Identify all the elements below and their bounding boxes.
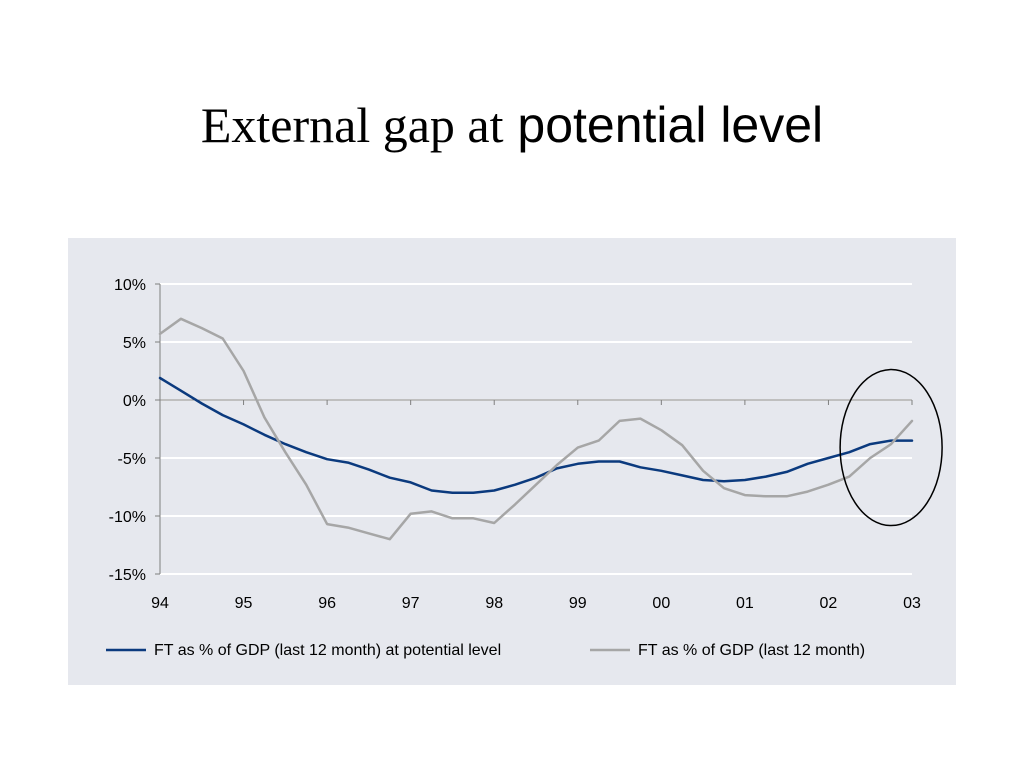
chart-panel: 10% 5% 0% -5% -10% -15% 94 95 96 97 98 99 00 01 02 03 F… — [68, 238, 956, 685]
y-tick-label: -5% — [118, 451, 146, 468]
axis-layer: 10% 5% 0% -5% -10% -15% 94 95 96 97 98 99 00 01 02 03 — [109, 277, 921, 612]
x-tick-label: 03 — [903, 595, 921, 612]
highlight-ellipse — [839, 368, 943, 527]
x-tick-label: 00 — [652, 595, 670, 612]
y-tick-label: 0% — [123, 393, 146, 410]
x-tick-label: 96 — [318, 595, 336, 612]
legend-label-2: FT as % of GDP (last 12 month) — [638, 642, 865, 659]
x-tick-label: 02 — [820, 595, 838, 612]
legend-label-1: FT as % of GDP (last 12 month) at potent… — [154, 642, 501, 659]
x-tick-label: 94 — [151, 595, 169, 612]
slide-title: External gap at potential level — [0, 98, 1024, 153]
series-line-1 — [158, 376, 914, 495]
annotation-layer — [839, 368, 943, 527]
title-serif-part: External gap at — [200, 97, 504, 153]
y-tick-label: -10% — [109, 509, 146, 526]
legend-layer: FT as % of GDP (last 12 month) at potent… — [106, 642, 865, 659]
y-tick-label: -15% — [109, 567, 146, 584]
title-sans-part: potential level — [517, 97, 824, 153]
x-tick-label: 99 — [569, 595, 587, 612]
y-tick-label: 10% — [114, 277, 146, 294]
x-tick-label: 01 — [736, 595, 754, 612]
x-tick-label: 95 — [235, 595, 253, 612]
y-tick-label: 5% — [123, 335, 146, 352]
series-line-2 — [158, 317, 914, 541]
series-layer — [158, 317, 914, 541]
line-chart: 10% 5% 0% -5% -10% -15% 94 95 96 97 98 99 00 01 02 03 F… — [106, 277, 943, 659]
x-tick-label: 98 — [485, 595, 503, 612]
x-tick-label: 97 — [402, 595, 420, 612]
